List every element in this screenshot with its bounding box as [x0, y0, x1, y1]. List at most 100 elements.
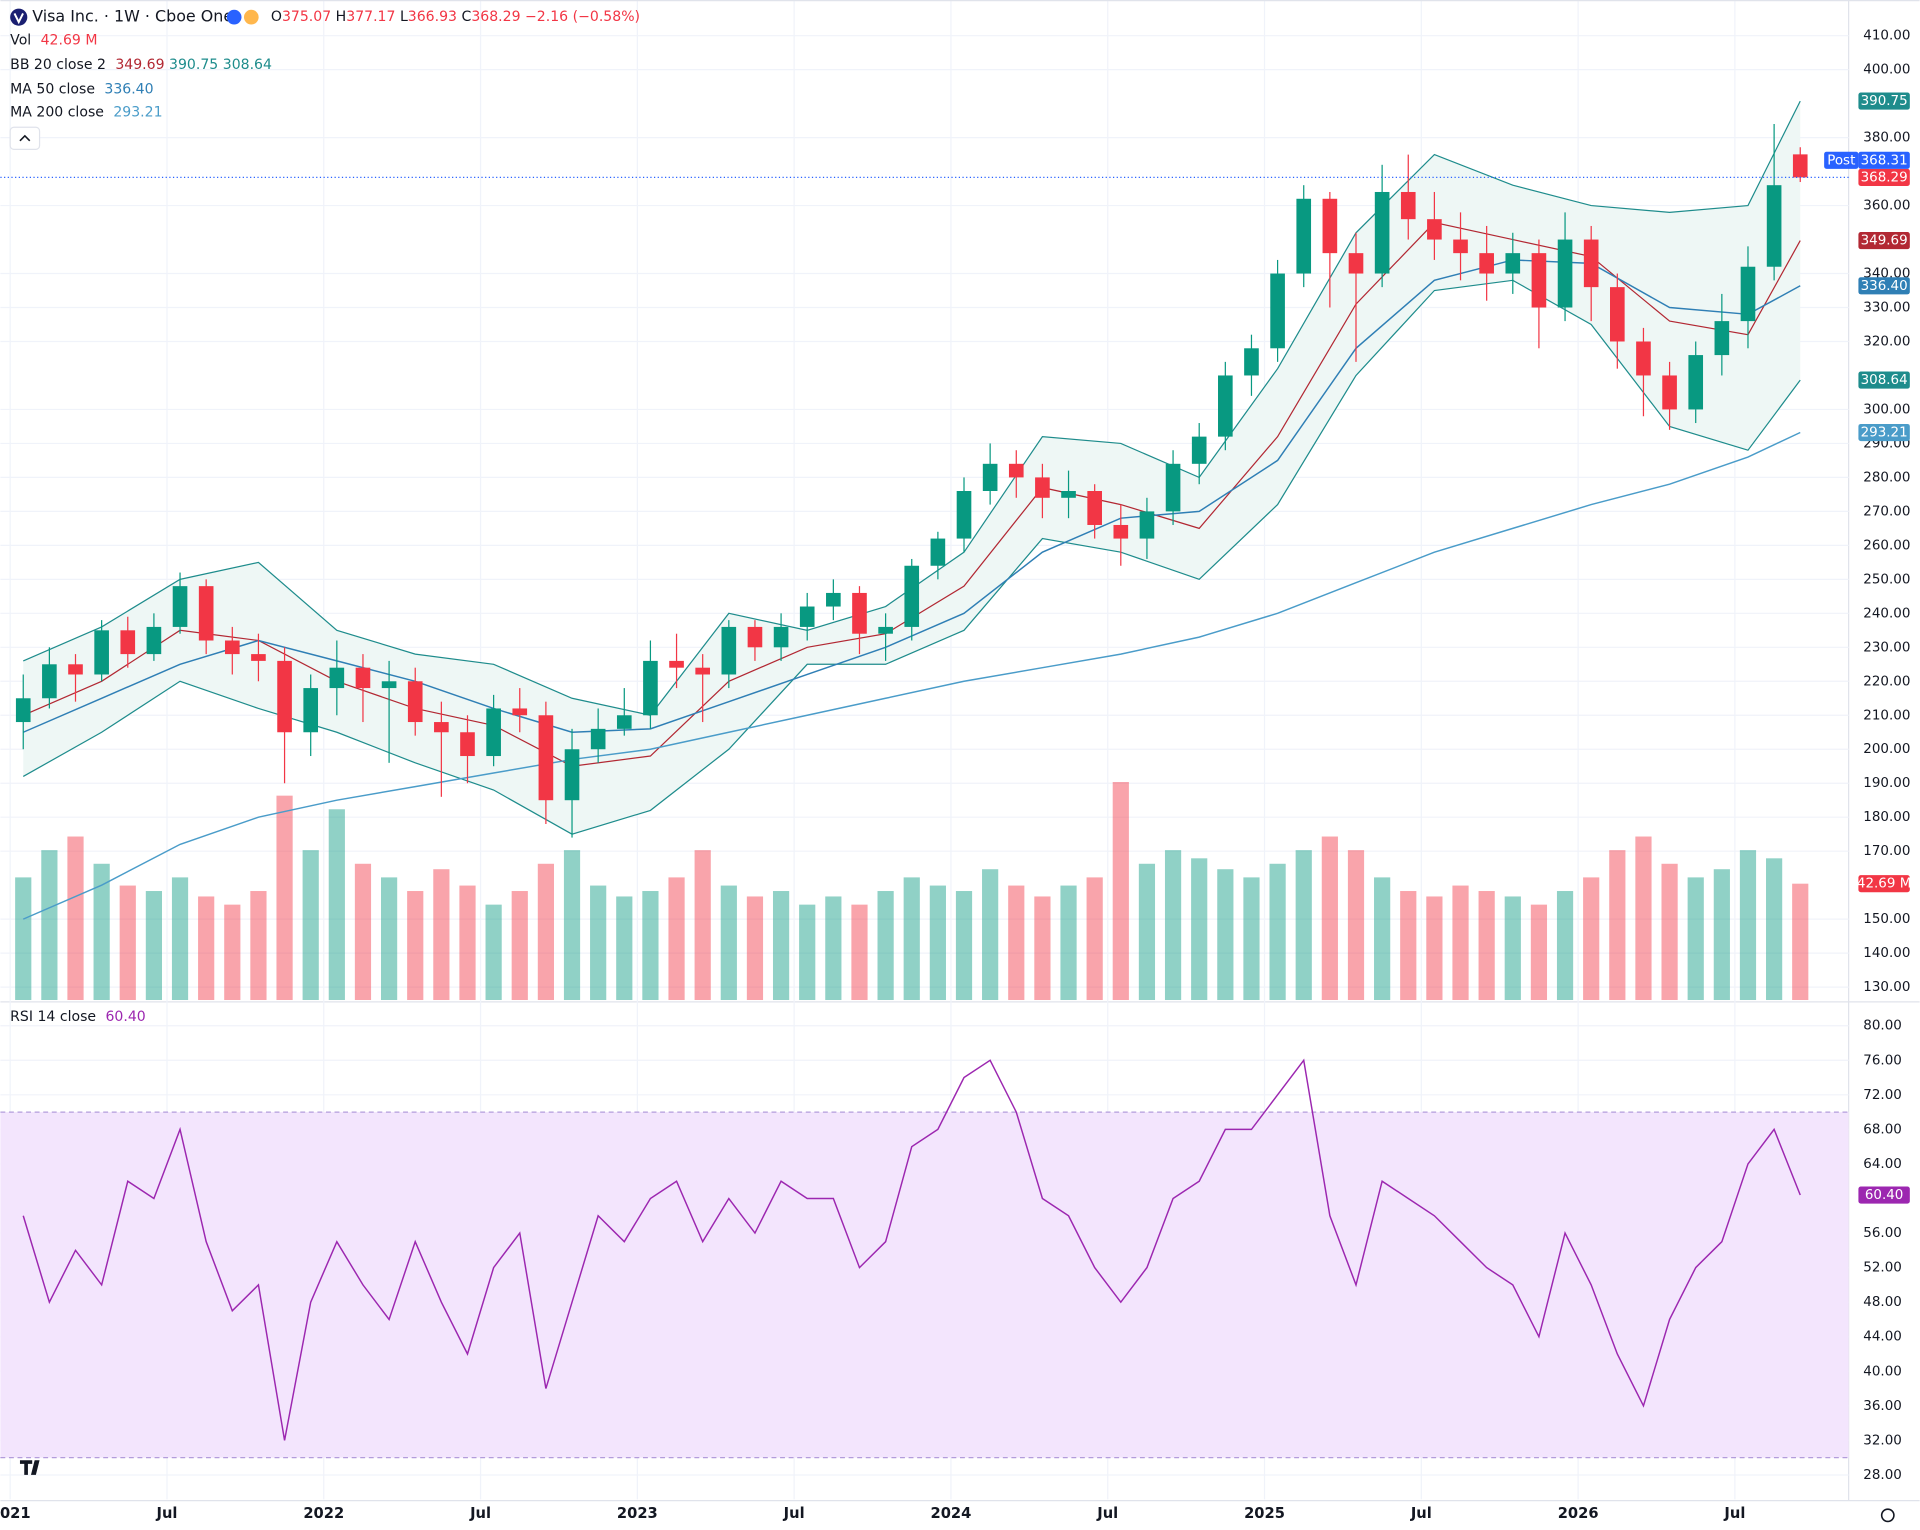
volume-bar	[1478, 891, 1495, 1001]
y-tick-label: 76.00	[1863, 1053, 1902, 1068]
y-tick-label: 130.00	[1863, 980, 1910, 995]
volume-bar	[1739, 850, 1757, 1001]
candle-body	[198, 586, 214, 641]
x-tick-label: Jul	[1410, 1505, 1432, 1522]
candle-body	[1296, 198, 1312, 274]
volume-bar	[380, 877, 398, 1001]
volume-name: Vol	[10, 32, 31, 48]
volume-bar	[694, 850, 711, 1001]
volume-bar	[851, 904, 868, 1001]
candle-body	[381, 681, 397, 689]
price-badge	[1858, 371, 1910, 389]
rsi-name: RSI 14 close	[10, 1009, 96, 1025]
ma50-legend: MA 50 close 336.40	[10, 81, 153, 97]
price-badge-label: 60.40	[1865, 1188, 1904, 1203]
candle-body	[1505, 253, 1521, 274]
settings-button[interactable]	[1880, 1508, 1895, 1523]
candle-body	[355, 667, 371, 689]
price-badge	[1858, 277, 1910, 295]
candle-body	[1662, 375, 1677, 410]
volume-bar	[1635, 836, 1652, 1001]
candle-body	[460, 732, 475, 757]
x-tick-label: 2025	[1244, 1505, 1285, 1522]
symbol-logo-mark	[13, 13, 24, 25]
post-price-label: 368.31	[1861, 153, 1908, 168]
candle-body	[616, 715, 632, 729]
chart-title: Visa Inc. · 1W · Cboe One	[32, 7, 233, 26]
volume-bar	[1321, 836, 1338, 1001]
y-tick-label: 320.00	[1863, 334, 1910, 349]
price-badge	[1858, 875, 1910, 893]
post-badge	[1824, 151, 1859, 169]
x-tick-label: Jul	[783, 1505, 805, 1522]
candle-body	[1688, 355, 1704, 410]
volume-bar	[198, 896, 215, 1001]
volume-bar	[1504, 896, 1521, 1001]
price-badge-label: 293.21	[1861, 426, 1908, 441]
rsi-legend: RSI 14 close 60.40	[10, 1009, 146, 1025]
volume-bar	[1452, 885, 1469, 1001]
volume-bar	[1138, 863, 1156, 1001]
candle-body	[669, 660, 684, 668]
volume-bar	[642, 891, 659, 1001]
candle-body	[1218, 375, 1233, 437]
volume-bar	[720, 885, 737, 1001]
ohlc-header: O375.07 H377.17 L366.93 C368.29 −2.16 (−…	[271, 9, 640, 25]
volume-bar	[224, 904, 241, 1001]
candle-body	[512, 708, 528, 716]
collapse-button[interactable]	[9, 126, 41, 150]
y-tick-label: 28.00	[1863, 1468, 1902, 1483]
candle-body	[1427, 219, 1442, 240]
candle-body	[956, 490, 972, 539]
candle-body	[1400, 191, 1416, 220]
volume-bar	[1661, 863, 1678, 1001]
y-tick-label: 400.00	[1863, 63, 1910, 78]
y-tick-label: 140.00	[1863, 946, 1910, 961]
post-price-badge	[1858, 151, 1910, 169]
candle-body	[747, 626, 763, 648]
bb-upper-line	[22, 100, 1801, 716]
candle-body	[224, 640, 240, 655]
volume-bar	[1347, 850, 1365, 1001]
price-badge	[1858, 232, 1910, 250]
y-tick-label: 48.00	[1863, 1295, 1902, 1310]
candle-body	[695, 667, 711, 675]
volume-bar	[1374, 877, 1391, 1001]
candle-body	[1374, 191, 1390, 274]
y-tick-label: 210.00	[1863, 708, 1910, 723]
y-tick-label: 170.00	[1863, 844, 1910, 859]
low-label: L	[400, 9, 408, 25]
volume-bar	[67, 836, 84, 1001]
volume-bar	[537, 863, 554, 1001]
open-value: 375.07	[282, 9, 331, 25]
candle-body	[1008, 463, 1024, 478]
close-label: C	[461, 9, 471, 25]
volume-bar	[250, 891, 267, 1001]
volume-bar	[668, 877, 685, 1001]
x-tick-label: 2021	[0, 1505, 31, 1522]
volume-bar	[459, 885, 476, 1001]
candle-body	[1113, 524, 1129, 539]
x-tick-label: 2022	[303, 1505, 344, 1522]
candle-body	[1035, 477, 1050, 498]
high-label: H	[336, 9, 347, 25]
candle-body	[904, 565, 920, 627]
y-tick-label: 360.00	[1863, 199, 1910, 214]
ma50-name: MA 50 close	[10, 81, 95, 97]
y-tick-label: 150.00	[1863, 912, 1910, 927]
y-tick-label: 36.00	[1863, 1399, 1902, 1414]
y-tick-label: 230.00	[1863, 640, 1910, 655]
candle-body	[773, 626, 789, 648]
candle-body	[1061, 490, 1076, 498]
volume-bar	[433, 869, 450, 1001]
volume-bar	[1609, 850, 1626, 1001]
volume-bar	[171, 877, 189, 1001]
volume-bar	[276, 795, 293, 1001]
volume-bar	[1713, 869, 1730, 1001]
candle-body	[1557, 239, 1573, 308]
price-badge-label: 42.69 M	[1857, 877, 1911, 892]
ma200-value: 293.21	[113, 105, 162, 121]
